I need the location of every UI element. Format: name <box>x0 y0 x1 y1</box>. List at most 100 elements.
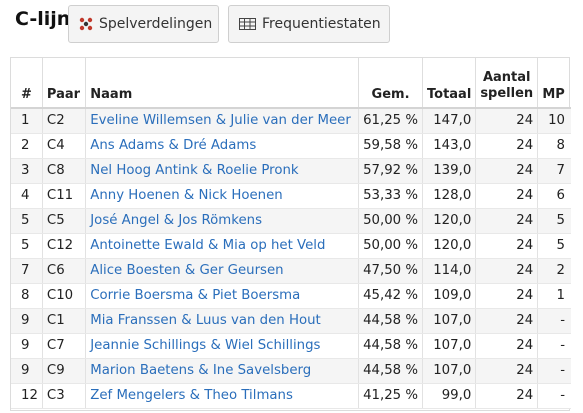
cell-totaal: 107,0 <box>422 358 477 384</box>
cell-mp: 5 <box>537 208 571 234</box>
cell-paar: C11 <box>42 183 87 209</box>
pair-name-link[interactable]: Antoinette Ewald & Mia op het Veld <box>85 233 360 259</box>
cell-paar: C2 <box>42 108 87 134</box>
table-row: 7 C6 Alice Boesten & Ger Geursen 47,50 % 114… <box>11 258 571 284</box>
cell-aantal-spellen: 24 <box>475 308 539 334</box>
cell-totaal: 143,0 <box>422 133 477 159</box>
cell-aantal-spellen: 24 <box>475 183 539 209</box>
col-header-spellen: spellen <box>480 86 534 101</box>
cell-gem: 44,58 % <box>358 333 423 359</box>
cell-totaal: 107,0 <box>422 333 477 359</box>
table-row: 1 C2 Eveline Willemsen & Julie van der Mee… <box>11 108 571 134</box>
pair-name-link[interactable]: Marion Baetens & Ine Savelsberg <box>85 358 360 384</box>
cell-totaal: 114,0 <box>422 258 477 284</box>
cell-gem: 44,58 % <box>358 358 423 384</box>
cell-aantal-spellen: 24 <box>475 333 539 359</box>
table-row: 9 C1 Mia Franssen & Luus van den Hout 44,58… <box>11 308 571 334</box>
cell-mp: 8 <box>537 133 571 159</box>
cell-totaal: 99,0 <box>422 383 477 409</box>
cell-aantal-spellen: 24 <box>475 108 539 134</box>
cell-gem: 59,58 % <box>358 133 423 159</box>
results-table: # Paar Naam Gem. Totaal Aantal spellen M… <box>11 58 571 409</box>
cell-paar: C4 <box>42 133 87 159</box>
frequentiestaten-label: Frequentiestaten <box>262 16 381 32</box>
cell-mp: 6 <box>537 183 571 209</box>
pair-name-link[interactable]: Ans Adams & Dré Adams <box>85 133 360 159</box>
cell-rank: 3 <box>11 158 43 184</box>
cell-gem: 53,33 % <box>358 183 423 209</box>
col-header-naam: Naam <box>85 58 360 109</box>
cell-totaal: 109,0 <box>422 283 477 309</box>
pair-name-link[interactable]: Alice Boesten & Ger Geursen <box>85 258 360 284</box>
cell-rank: 7 <box>11 258 43 284</box>
cell-aantal-spellen: 24 <box>475 208 539 234</box>
cell-rank: 5 <box>11 233 43 259</box>
pair-name-link[interactable]: Eveline Willemsen & Julie van der Meer <box>85 108 360 134</box>
pair-name-link[interactable]: Mia Franssen & Luus van den Hout <box>85 308 360 334</box>
table-row: 9 C9 Marion Baetens & Ine Savelsberg 44,58 … <box>11 358 571 384</box>
table-row: 12 C3 Zef Mengelers & Theo Tilmans 41,25 % 9… <box>11 383 571 409</box>
cell-aantal-spellen: 24 <box>475 358 539 384</box>
cell-rank: 5 <box>11 208 43 234</box>
cell-aantal-spellen: 24 <box>475 383 539 409</box>
page-title: C-lijn <box>15 8 71 30</box>
cell-mp: - <box>537 308 571 334</box>
cell-gem: 57,92 % <box>358 158 423 184</box>
frequentiestaten-button[interactable]: Frequentiestaten <box>228 5 390 43</box>
pair-name-link[interactable]: Corrie Boersma & Piet Boersma <box>85 283 360 309</box>
col-header-aantal: Aantal <box>482 70 531 85</box>
table-row: 8 C10 Corrie Boersma & Piet Boersma 45,42 %… <box>11 283 571 309</box>
col-header-rank: # <box>11 58 43 109</box>
cell-gem: 61,25 % <box>358 108 423 134</box>
cell-rank: 9 <box>11 333 43 359</box>
cell-aantal-spellen: 24 <box>475 283 539 309</box>
spelverdelingen-button[interactable]: Spelverdelingen <box>68 5 219 43</box>
table-row: 2 C4 Ans Adams & Dré Adams 59,58 % 143,0 24 8 <box>11 133 571 159</box>
cell-mp: 7 <box>537 158 571 184</box>
cell-rank: 9 <box>11 308 43 334</box>
col-header-gem: Gem. <box>358 58 423 109</box>
cell-paar: C1 <box>42 308 87 334</box>
cell-totaal: 120,0 <box>422 233 477 259</box>
results-table-container: # Paar Naam Gem. Totaal Aantal spellen M… <box>10 57 571 411</box>
cell-aantal-spellen: 24 <box>475 233 539 259</box>
cell-rank: 8 <box>11 283 43 309</box>
cell-paar: C12 <box>42 233 87 259</box>
cell-totaal: 107,0 <box>422 308 477 334</box>
col-header-aantal-spellen: Aantal spellen <box>475 58 539 109</box>
cell-paar: C8 <box>42 158 87 184</box>
cell-gem: 47,50 % <box>358 258 423 284</box>
cell-mp: - <box>537 333 571 359</box>
cell-gem: 45,42 % <box>358 283 423 309</box>
cell-rank: 12 <box>11 383 43 409</box>
cell-rank: 9 <box>11 358 43 384</box>
cell-paar: C10 <box>42 283 87 309</box>
pair-name-link[interactable]: Nel Hoog Antink & Roelie Pronk <box>85 158 360 184</box>
pair-name-link[interactable]: José Angel & Jos Römkens <box>85 208 360 234</box>
cell-paar: C5 <box>42 208 87 234</box>
cell-rank: 4 <box>11 183 43 209</box>
cell-mp: 1 <box>537 283 571 309</box>
cell-gem: 50,00 % <box>358 208 423 234</box>
pair-name-link[interactable]: Zef Mengelers & Theo Tilmans <box>85 383 360 409</box>
distribution-icon <box>79 17 93 31</box>
cell-paar: C9 <box>42 358 87 384</box>
cell-gem: 50,00 % <box>358 233 423 259</box>
table-row: 4 C11 Anny Hoenen & Nick Hoenen 53,33 % 128,… <box>11 183 571 209</box>
cell-mp: 5 <box>537 233 571 259</box>
cell-rank: 2 <box>11 133 43 159</box>
table-row: 9 C7 Jeannie Schillings & Wiel Schillings 4… <box>11 333 571 359</box>
cell-aantal-spellen: 24 <box>475 258 539 284</box>
pair-name-link[interactable]: Jeannie Schillings & Wiel Schillings <box>85 333 360 359</box>
cell-rank: 1 <box>11 108 43 134</box>
table-header-row: # Paar Naam Gem. Totaal Aantal spellen M… <box>11 58 571 109</box>
table-row: 3 C8 Nel Hoog Antink & Roelie Pronk 57,92 %… <box>11 158 571 184</box>
table-row: 5 C5 José Angel & Jos Römkens 50,00 % 120,0 2… <box>11 208 571 234</box>
pair-name-link[interactable]: Anny Hoenen & Nick Hoenen <box>85 183 360 209</box>
col-header-paar: Paar <box>42 58 87 109</box>
cell-totaal: 147,0 <box>422 108 477 134</box>
cell-totaal: 128,0 <box>422 183 477 209</box>
cell-mp: - <box>537 358 571 384</box>
cell-aantal-spellen: 24 <box>475 158 539 184</box>
table-icon <box>239 18 256 30</box>
